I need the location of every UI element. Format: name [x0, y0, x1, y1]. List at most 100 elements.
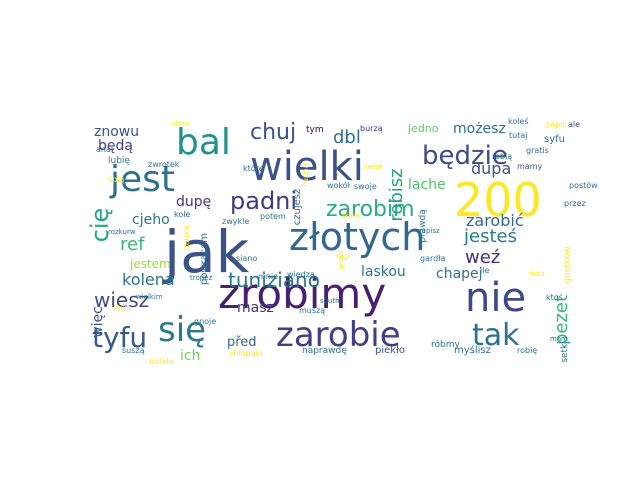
- word-86: south: [320, 297, 340, 305]
- word-65: przez: [564, 199, 586, 208]
- word-84: wielkim: [136, 293, 163, 301]
- word-97: muszą: [299, 306, 325, 315]
- word-45: tutaj: [509, 131, 527, 140]
- word-49: ale: [568, 120, 580, 129]
- word-83: naukę: [182, 226, 191, 251]
- word-18: wiesz: [94, 288, 149, 312]
- word-81: fiuta: [529, 270, 545, 278]
- word-54: śpią: [108, 174, 124, 184]
- word-76: gostków: [562, 246, 573, 283]
- word-17: tuniziano: [228, 268, 320, 292]
- word-9: się: [158, 310, 206, 350]
- word-32: cjeho: [132, 212, 170, 228]
- word-63: prawdą: [418, 209, 428, 243]
- word-61: wokół: [327, 180, 351, 190]
- word-100: świat: [364, 163, 383, 171]
- word-62: swoje: [354, 182, 377, 191]
- word-72: powracam: [199, 233, 210, 285]
- word-11: tak: [472, 318, 520, 353]
- word-cloud: jak zrobimy złotych wielki 200 nie jest bal się z…: [80, 109, 598, 371]
- word-38: więc: [90, 306, 106, 338]
- word-5: 200: [454, 173, 542, 227]
- word-26: dupa: [471, 159, 511, 178]
- word-99: grosu: [337, 250, 345, 270]
- word-43: tym: [306, 125, 324, 135]
- word-96: robię: [517, 346, 537, 355]
- word-53: zwrotek: [148, 160, 180, 169]
- word-30: znowu: [94, 124, 139, 140]
- word-19: jesteś: [463, 226, 517, 247]
- word-51: anal: [96, 145, 113, 154]
- word-80: tropez: [190, 274, 213, 282]
- word-31: będą: [98, 138, 133, 154]
- word-59: gratis: [526, 146, 549, 155]
- word-48: zapić: [546, 119, 567, 129]
- word-39: jestem: [129, 257, 171, 271]
- word-34: lache: [408, 177, 446, 193]
- word-15: zarobim: [326, 197, 415, 222]
- word-92: chłopaki: [229, 349, 262, 358]
- word-70: zapisz: [418, 227, 440, 235]
- word-41: před: [227, 335, 257, 350]
- word-21: cię: [86, 208, 114, 243]
- word-66: kole: [174, 210, 190, 219]
- word-57: mamy: [517, 162, 542, 171]
- word-46: syfu: [544, 134, 565, 145]
- word-33: dupę: [176, 194, 211, 210]
- word-58: robią: [492, 152, 512, 161]
- word-1: jak: [162, 218, 250, 286]
- word-55: które: [243, 163, 264, 173]
- word-22: ref: [120, 234, 145, 255]
- word-50: nieco: [171, 120, 190, 128]
- word-29: możesz: [453, 121, 506, 137]
- word-98: bolała: [149, 357, 173, 366]
- word-87: róbmy: [431, 339, 460, 350]
- word-28: robisz: [386, 168, 407, 221]
- word-27: kolena: [122, 270, 175, 289]
- word-44: burzą: [360, 124, 383, 133]
- word-94: piekło: [375, 345, 405, 356]
- word-91: gnoje: [194, 317, 216, 326]
- word-56: rucha: [301, 164, 310, 187]
- word-13: będzie: [422, 141, 508, 171]
- word-14: padni: [230, 187, 297, 215]
- word-75: gardła: [420, 254, 445, 263]
- word-79: wiedzą: [287, 270, 315, 279]
- word-35: laskou: [361, 264, 406, 280]
- word-95: myślisz: [454, 344, 491, 356]
- word-90: suszą: [122, 346, 145, 355]
- word-67: zwykle: [222, 217, 249, 226]
- word-69: sram: [342, 212, 360, 220]
- word-88: setki: [560, 341, 570, 362]
- word-20: pezet: [551, 295, 572, 345]
- word-64: postów: [569, 180, 598, 190]
- word-10: zarobie: [276, 315, 401, 355]
- word-24: weź: [465, 247, 500, 268]
- word-36: chapej: [436, 266, 483, 282]
- word-3: złotych: [289, 215, 425, 259]
- word-37: masz: [237, 300, 274, 316]
- word-4: wielki: [250, 144, 364, 190]
- word-89: mam: [550, 335, 568, 343]
- word-7: jest: [109, 159, 175, 200]
- word-73: siano: [236, 254, 257, 263]
- word-74: rap: [336, 252, 349, 261]
- word-78: mnie: [258, 272, 278, 281]
- word-23: dbl: [333, 127, 361, 148]
- word-60: czujesz: [292, 189, 303, 225]
- word-93: naprawdę: [302, 346, 347, 356]
- word-6: nie: [465, 275, 526, 321]
- word-47: koleś: [508, 116, 529, 126]
- word-77: ile: [480, 266, 489, 275]
- word-16: chuj: [250, 120, 296, 145]
- word-52: lubię: [108, 156, 130, 166]
- word-82: ktoś: [546, 292, 563, 302]
- word-42: jedno: [407, 122, 439, 135]
- word-68: potem: [260, 212, 286, 221]
- word-12: tyfu: [92, 321, 147, 354]
- word-85: stylu: [114, 304, 131, 312]
- word-40: ich: [180, 348, 200, 364]
- word-25: zarobić: [466, 211, 524, 230]
- word-2: zrobimy: [218, 269, 386, 318]
